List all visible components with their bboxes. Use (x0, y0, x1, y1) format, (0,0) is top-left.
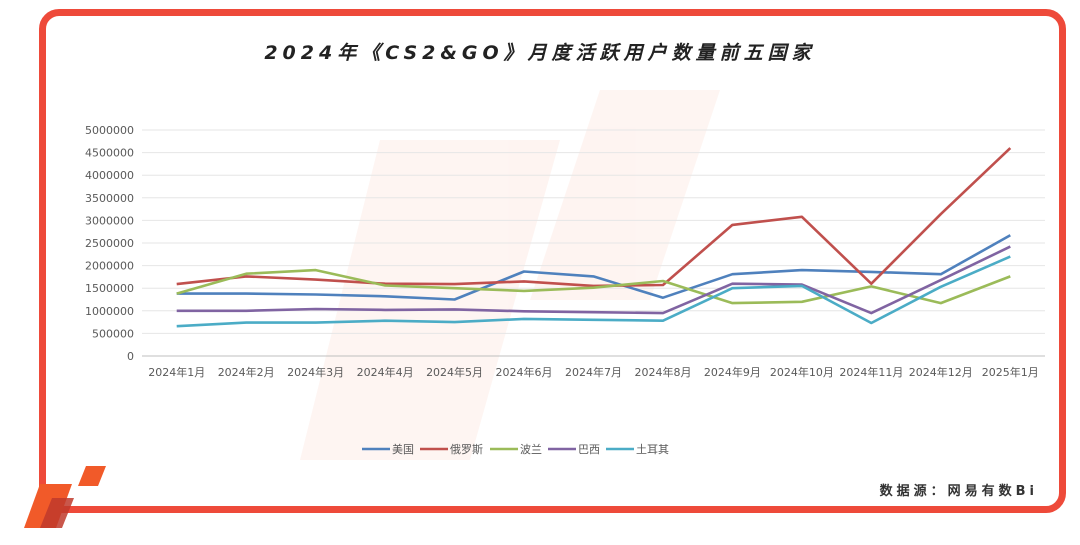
y-tick-label: 0 (127, 350, 134, 363)
x-tick-label: 2024年3月 (287, 365, 344, 379)
legend-item: 波兰 (490, 443, 542, 456)
legend-label: 俄罗斯 (450, 443, 483, 456)
x-tick-label: 2024年9月 (704, 365, 761, 379)
series-line-土耳其 (176, 255, 1011, 328)
series-line-俄罗斯 (176, 147, 1012, 288)
series-line-巴西 (176, 245, 1011, 315)
legend-item: 巴西 (548, 443, 600, 456)
y-tick-label: 1000000 (85, 305, 134, 318)
x-tick-label: 2024年1月 (148, 365, 205, 379)
x-tick-label: 2024年5月 (426, 365, 483, 379)
series-line-波兰 (176, 268, 1011, 305)
x-tick-label: 2024年6月 (496, 365, 553, 379)
legend-item: 土耳其 (606, 443, 669, 456)
legend-label: 美国 (392, 443, 414, 456)
chart-title: 2024年《CS2&GO》月度活跃用户数量前五国家 (264, 42, 816, 64)
legend-item: 美国 (362, 443, 414, 456)
legend-item: 俄罗斯 (420, 443, 483, 456)
x-tick-label: 2024年7月 (565, 365, 622, 379)
y-tick-label: 5000000 (85, 124, 134, 137)
logo-icon (24, 466, 106, 528)
data-source-note: 数据源：网易有数Bi (879, 484, 1038, 499)
legend-label: 巴西 (578, 443, 600, 456)
y-tick-label: 2000000 (85, 260, 134, 273)
y-tick-label: 2500000 (85, 237, 134, 250)
y-tick-label: 3500000 (85, 192, 134, 205)
x-tick-label: 2024年10月 (770, 365, 834, 379)
x-tick-label: 2024年12月 (909, 365, 973, 379)
y-tick-label: 3000000 (85, 214, 134, 227)
y-tick-label: 4000000 (85, 169, 134, 182)
legend-label: 波兰 (520, 443, 542, 456)
y-tick-label: 500000 (92, 327, 134, 340)
series-line-美国 (176, 234, 1011, 301)
x-tick-label: 2024年4月 (357, 365, 414, 379)
x-tick-label: 2024年11月 (839, 365, 903, 379)
watermark-logo (300, 90, 720, 460)
x-tick-label: 2024年2月 (218, 365, 275, 379)
y-tick-label: 4500000 (85, 147, 134, 160)
x-tick-label: 2024年8月 (634, 365, 691, 379)
y-tick-label: 1500000 (85, 282, 134, 295)
legend-label: 土耳其 (636, 443, 669, 456)
x-tick-label: 2025年1月 (982, 365, 1039, 379)
